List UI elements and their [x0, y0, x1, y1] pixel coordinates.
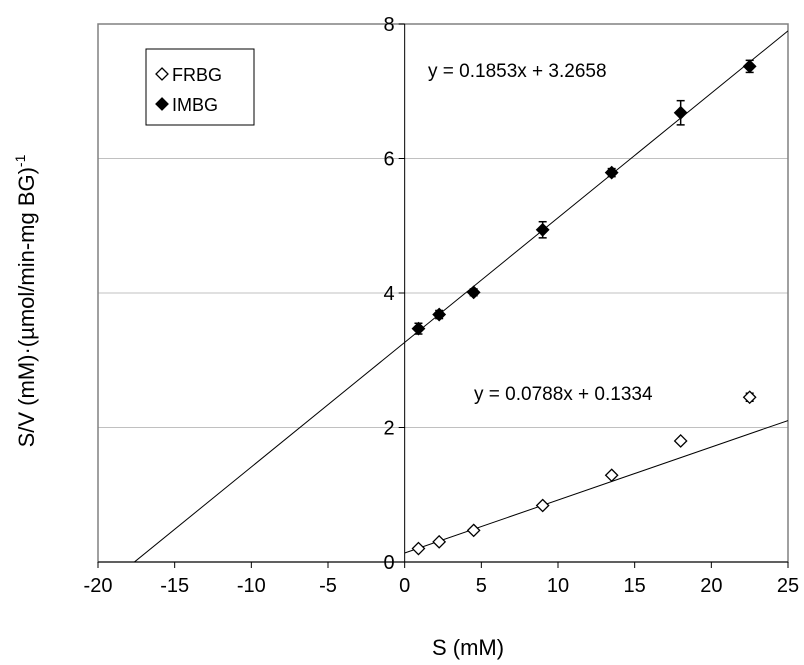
legend-marker-imbg — [155, 97, 169, 111]
y-axis-title-superscript: -1 — [12, 154, 28, 167]
data-point-imbg — [673, 105, 688, 120]
y-tick-label: 2 — [384, 418, 395, 440]
data-point-frbg — [466, 523, 481, 538]
y-tick-label: 0 — [384, 552, 395, 574]
y-axis-title-text: S/V (mM)·(µmol/min-mg BG) — [14, 167, 39, 447]
x-tick-label: -5 — [319, 575, 337, 597]
legend-marker-frbg — [155, 67, 169, 81]
y-tick-label: 8 — [384, 14, 395, 36]
y-tick-label: 6 — [384, 149, 395, 171]
legend-label-frbg: FRBG — [172, 65, 222, 85]
fit-equation-imbg: y = 0.1853x + 3.2658 — [428, 61, 607, 82]
data-point-imbg — [411, 321, 426, 336]
x-tick-label: -15 — [160, 575, 189, 597]
data-point-frbg — [742, 390, 757, 405]
data-point-imbg — [535, 222, 550, 237]
data-point-imbg — [742, 59, 757, 74]
data-point-imbg — [466, 285, 481, 300]
y-tick-label: 4 — [384, 283, 395, 305]
data-point-frbg — [604, 468, 619, 483]
x-tick-label: 15 — [624, 575, 646, 597]
data-point-imbg — [604, 165, 619, 180]
data-point-frbg — [432, 534, 447, 549]
x-axis-title: S (mM) — [432, 635, 504, 660]
data-point-imbg — [432, 307, 447, 322]
x-tick-label: -20 — [84, 575, 113, 597]
x-tick-label: 0 — [399, 575, 410, 597]
fit-line-imbg — [134, 30, 788, 562]
x-tick-label: 20 — [700, 575, 722, 597]
legend-label-imbg: IMBG — [172, 95, 218, 115]
data-point-frbg — [535, 498, 550, 513]
y-axis-title: S/V (mM)·(µmol/min-mg BG)-1 — [12, 154, 39, 447]
fit-line-frbg — [404, 420, 788, 554]
x-tick-label: 5 — [476, 575, 487, 597]
x-tick-label: 10 — [547, 575, 569, 597]
legend-box — [145, 48, 255, 126]
fit-equation-frbg: y = 0.0788x + 0.1334 — [474, 384, 653, 405]
data-point-frbg — [411, 541, 426, 556]
x-tick-label: -10 — [237, 575, 266, 597]
data-point-frbg — [673, 434, 688, 448]
x-tick-label: 25 — [777, 575, 799, 597]
